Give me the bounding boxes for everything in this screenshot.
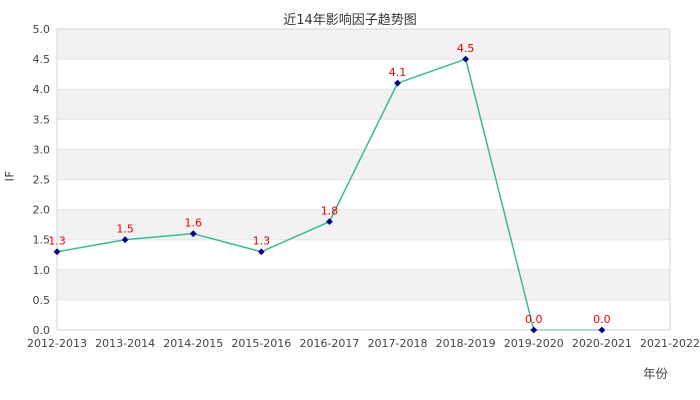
y-tick-label: 5.0: [33, 23, 51, 36]
data-point-label: 0.0: [525, 313, 543, 326]
y-axis-title: IF: [2, 170, 17, 182]
data-point-marker: [326, 218, 333, 226]
y-tick-label: 1.0: [33, 264, 51, 277]
data-point-marker: [530, 326, 538, 334]
data-point-marker: [257, 248, 265, 256]
grid-band: [57, 149, 670, 180]
y-tick-label: 4.0: [33, 83, 51, 96]
x-axis-title: 年份: [643, 366, 669, 381]
data-point-label: 1.8: [321, 205, 339, 218]
data-point-marker: [394, 79, 401, 87]
y-tick-label: 1.5: [33, 234, 51, 247]
x-tick-label: 2014-2015: [163, 337, 223, 350]
data-point-label: 1.3: [48, 235, 66, 248]
data-point-marker: [462, 55, 470, 63]
x-tick-label: 2015-2016: [231, 337, 291, 350]
data-point-label: 4.5: [457, 42, 475, 55]
data-point-marker: [598, 326, 606, 334]
data-point-marker: [121, 236, 129, 244]
y-tick-label: 3.0: [33, 143, 51, 156]
y-tick-label: 4.5: [33, 53, 51, 66]
y-tick-label: 2.0: [33, 204, 51, 217]
data-point-label: 1.5: [116, 223, 134, 236]
grid-band: [57, 209, 670, 240]
data-point-label: 1.6: [184, 217, 202, 230]
data-point-label: 0.0: [593, 313, 611, 326]
data-point-label: 1.3: [253, 235, 271, 248]
y-tick-label: 0.0: [33, 324, 51, 337]
x-tick-label: 2013-2014: [95, 337, 155, 350]
data-point-marker: [53, 248, 61, 256]
x-tick-label: 2019-2020: [504, 337, 564, 350]
x-tick-label: 2017-2018: [368, 337, 428, 350]
x-tick-label: 2016-2017: [299, 337, 359, 350]
grid-band: [57, 269, 670, 300]
data-point-label: 4.1: [389, 66, 407, 79]
plot-border: [56, 28, 671, 331]
y-tick-label: 3.5: [33, 113, 51, 126]
x-tick-label: 2020-2021: [572, 337, 632, 350]
y-tick-label: 2.5: [33, 174, 51, 187]
grid-band: [57, 29, 670, 60]
chart-title: 近14年影响因子趋势图: [283, 13, 417, 28]
y-tick-label: 0.5: [33, 294, 51, 307]
grid-band: [57, 89, 670, 120]
x-tick-label: 2021-2022: [640, 337, 700, 350]
x-tick-label: 2018-2019: [436, 337, 496, 350]
x-tick-label: 2012-2013: [27, 337, 87, 350]
data-point-marker: [189, 230, 197, 238]
